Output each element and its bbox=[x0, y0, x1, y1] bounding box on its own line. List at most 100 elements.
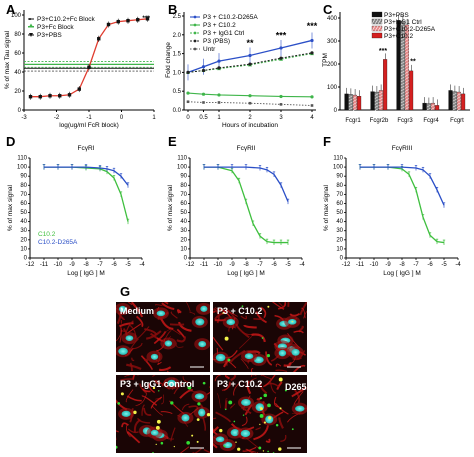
panel-c-significance: *** bbox=[379, 48, 387, 55]
panel-c-chart: TPM 0 100 200 300 400 Fcgr1 Fcgr2b Fcgr3 Fcgr4 F… bbox=[322, 11, 470, 124]
panel-b-ytick: 0.0 bbox=[173, 108, 182, 114]
panel-e-xtick: -9 bbox=[229, 262, 235, 268]
panel-d-xtick: -9 bbox=[69, 262, 75, 268]
panel-d-ytick: 10 bbox=[20, 246, 27, 252]
panel-d-ytick: 40 bbox=[20, 219, 27, 225]
panel-c-ytick: 100 bbox=[327, 85, 338, 91]
panel-b-legend-item: P3 + IgG1 Ctrl bbox=[203, 30, 245, 37]
panel-b-ylabel: Fold change bbox=[165, 42, 172, 78]
panel-d-ytick: 60 bbox=[20, 201, 27, 207]
panel-e-xlabel: Log [ IgG ] M bbox=[227, 270, 265, 277]
panel-b-legend-item: Untr bbox=[203, 46, 216, 53]
panel-d-ytick: 90 bbox=[20, 174, 27, 180]
panel-a-legend-3: P3+PBS bbox=[37, 32, 62, 39]
panel-f-ytick: 10 bbox=[336, 246, 343, 252]
panel-b-chart: Fold change Hours of incubation 0.0 0.5 1.… bbox=[165, 12, 318, 129]
micrograph-panel-1: P3 + C10.2 bbox=[213, 302, 307, 372]
panel-f-series-line-1 bbox=[360, 166, 445, 206]
panel-a-ylabel: % of max Tau signal bbox=[4, 30, 11, 89]
panel-c-ytick: 300 bbox=[327, 39, 338, 45]
panel-b-point bbox=[248, 94, 252, 98]
panel-f-xtick: -5 bbox=[441, 262, 447, 268]
panel-b-significance: ** bbox=[246, 38, 254, 48]
panel-c-bar bbox=[383, 59, 388, 111]
panel-b-ytick: 1.5 bbox=[173, 52, 182, 58]
panel-d-xtick: -8 bbox=[83, 262, 89, 268]
panel-d-legend-2: C10.2-D265A bbox=[38, 239, 78, 246]
panel-a-xlabel: log(ug/ml FcR block) bbox=[59, 122, 119, 129]
panel-a-xtick: -1 bbox=[86, 115, 92, 121]
panel-b-point bbox=[248, 53, 252, 58]
panel-f-ytick: 0 bbox=[340, 256, 344, 262]
panel-b-point bbox=[217, 59, 221, 63]
panel-a-point bbox=[106, 22, 111, 27]
panel-b-xtick: 4 bbox=[310, 115, 314, 121]
panel-b-point bbox=[186, 91, 190, 95]
panel-b-point bbox=[217, 101, 221, 104]
panel-a-point bbox=[67, 93, 72, 97]
panel-c-category-label: Fcgr3 bbox=[397, 118, 413, 124]
panel-a-ytick: 20 bbox=[14, 89, 21, 95]
panel-f-ylabel: % of max signal bbox=[323, 185, 330, 231]
panel-a-point bbox=[97, 37, 101, 41]
panel-b-xtick: 1 bbox=[217, 115, 221, 121]
panel-a-legend: • P3+C10.2+Fc Block P3+Fc Block P3+PBS bbox=[28, 16, 96, 39]
panel-a-xtick: 1 bbox=[152, 115, 156, 121]
panel-letter-b: B bbox=[168, 2, 177, 17]
panel-b-series-line-3 bbox=[187, 52, 313, 73]
panel-b-xtick: 2 bbox=[248, 115, 252, 121]
panel-d-ytick: 100 bbox=[17, 165, 28, 171]
panel-b-point bbox=[217, 66, 221, 70]
panel-b-point bbox=[201, 65, 206, 69]
panel-letter-a: A bbox=[6, 2, 16, 17]
panel-f-xtick: -10 bbox=[370, 262, 379, 268]
panel-b-point bbox=[201, 92, 206, 96]
panel-e-xtick: -6 bbox=[271, 262, 277, 268]
panel-a-point bbox=[136, 18, 140, 22]
panel-letter-c: C bbox=[323, 2, 333, 17]
panel-d-xtick: -6 bbox=[111, 262, 117, 268]
panel-b-point bbox=[310, 104, 314, 107]
panel-b-ytick: 2.5 bbox=[173, 14, 182, 20]
panel-a-point bbox=[145, 17, 150, 21]
panel-d-xtick: -12 bbox=[26, 262, 35, 268]
panel-e-xtick: -8 bbox=[243, 262, 249, 268]
panel-d-ytick: 50 bbox=[20, 210, 27, 216]
panel-d-xlabel: Log [ IgG ] M bbox=[67, 270, 105, 277]
panel-d-xtick: -7 bbox=[97, 262, 103, 268]
panel-e-xtick: -10 bbox=[214, 262, 223, 268]
panel-a-point bbox=[58, 94, 62, 98]
panel-b-series-line-1 bbox=[187, 92, 313, 98]
panel-f-ytick: 100 bbox=[333, 165, 344, 171]
panel-a-point bbox=[87, 65, 91, 69]
panel-d-title: FcγRI bbox=[78, 145, 95, 152]
panel-a-chart: % of max Tau signal log(ug/ml FcR block)… bbox=[4, 10, 156, 129]
panel-d-legend-1: C10.2 bbox=[38, 231, 56, 238]
panel-a-point bbox=[38, 95, 42, 99]
panel-f-ytick: 90 bbox=[336, 174, 343, 180]
panel-f-ytick: 20 bbox=[336, 237, 343, 243]
panel-e-ytick: 100 bbox=[177, 165, 188, 171]
micrograph-panel-0: Medium bbox=[116, 302, 210, 372]
panel-e-ytick: 70 bbox=[180, 192, 187, 198]
panel-d-ytick: 30 bbox=[20, 228, 27, 234]
panel-b-point bbox=[310, 95, 314, 99]
panel-a-xtick: 0 bbox=[120, 115, 124, 121]
panel-f-xtick: -6 bbox=[427, 262, 433, 268]
panel-c-significance: ** bbox=[410, 58, 416, 65]
panel-b-point bbox=[248, 101, 252, 105]
micrograph-label-suffix: D265A bbox=[285, 382, 314, 392]
panel-c-bar bbox=[448, 90, 453, 111]
panel-b-xtick: 0 bbox=[186, 115, 190, 121]
panel-e-ytick: 110 bbox=[177, 156, 187, 162]
panel-b-series-line-0 bbox=[187, 39, 313, 74]
panel-c-legend-item: P3+PBS bbox=[384, 12, 409, 19]
micrograph-label-2: P3 + IgG1 control bbox=[120, 379, 194, 389]
panel-c-ylabel: TPM bbox=[322, 53, 329, 67]
panel-a-ytick: 0 bbox=[18, 108, 22, 114]
panel-b-xtick: 3 bbox=[279, 115, 283, 121]
panel-b-point bbox=[186, 70, 190, 74]
panel-g-micrographs: Medium P3 + C10.2 P3 + IgG1 control P3 + C1… bbox=[116, 302, 314, 453]
panel-b-xlabel: Hours of incubation bbox=[222, 122, 278, 129]
